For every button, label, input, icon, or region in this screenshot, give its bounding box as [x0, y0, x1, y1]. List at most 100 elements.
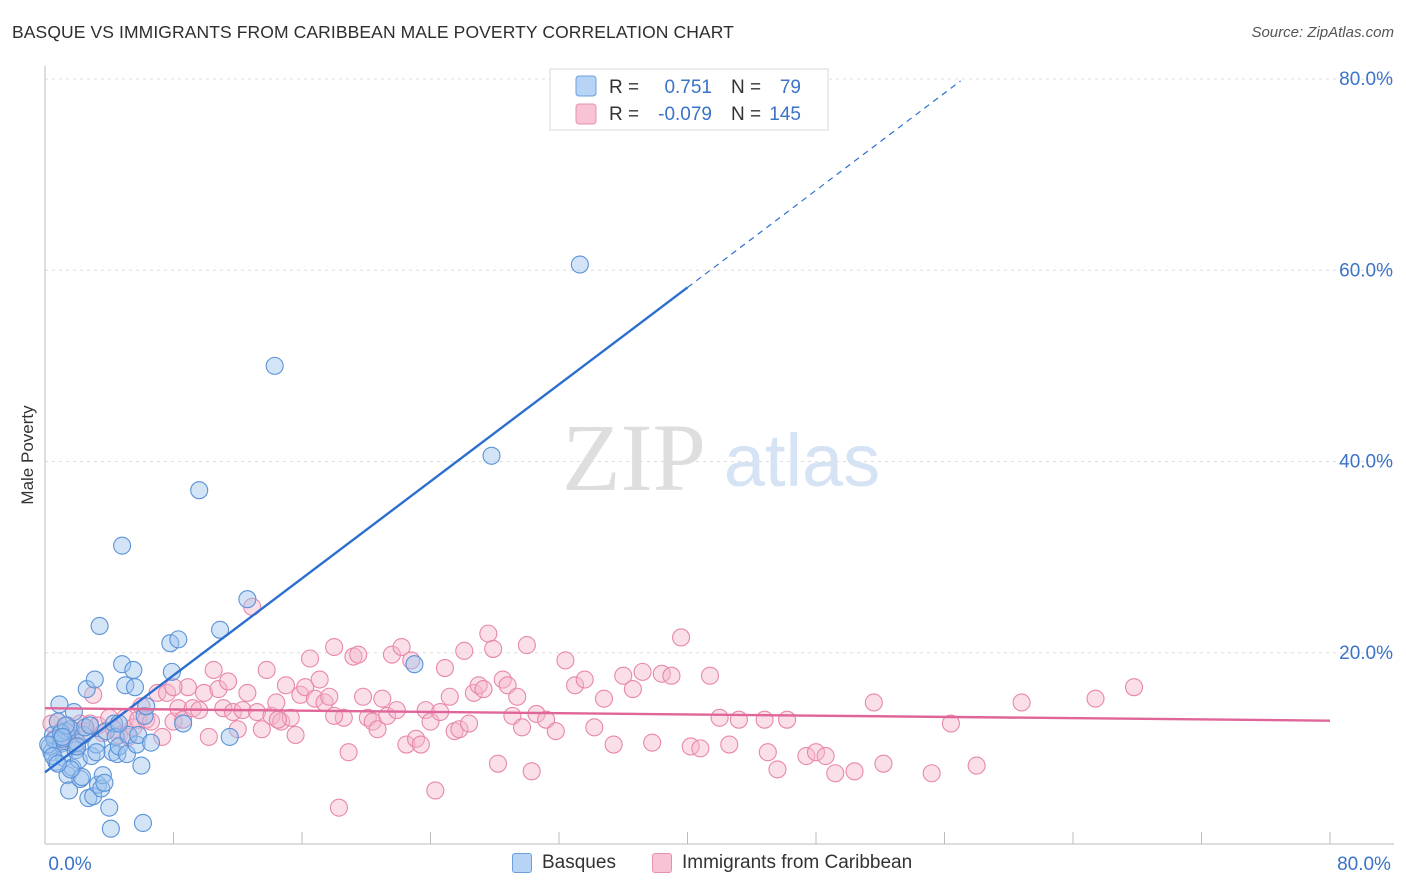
caribbean-point-114 — [633, 662, 652, 681]
caribbean-point-89 — [459, 714, 479, 733]
caribbean-point-144 — [755, 710, 774, 729]
legend-n-label-1: N = — [731, 77, 761, 98]
caribbean-point-141 — [268, 710, 287, 729]
caribbean-point-60 — [320, 687, 339, 706]
basques-point-49 — [125, 678, 144, 697]
caribbean-point-36 — [204, 660, 223, 680]
basques-point-64 — [265, 356, 284, 375]
caribbean-point-127 — [778, 710, 797, 729]
caribbean-point-136 — [941, 714, 960, 733]
caribbean-point-64 — [339, 743, 358, 762]
legend-bottom: Basques Immigrants from Caribbean — [0, 852, 1406, 878]
caribbean-point-109 — [585, 718, 604, 737]
caribbean-point-66 — [349, 645, 368, 664]
basques-point-34 — [95, 773, 114, 792]
basques-point-53 — [133, 813, 153, 833]
basques-trend-line — [44, 286, 689, 774]
caribbean-point-50 — [272, 712, 291, 731]
caribbean-point-92 — [474, 680, 493, 699]
basques-point-46 — [117, 745, 136, 764]
caribbean-point-75 — [392, 637, 411, 657]
basques-trend-extension — [687, 80, 961, 288]
basques-point-68 — [39, 735, 58, 754]
caribbean-point-38 — [214, 699, 233, 718]
legend-top: R = 0.751 N = 79 R = -0.079 N = 145 — [549, 68, 829, 131]
caribbean-point-43 — [238, 683, 257, 702]
caribbean-point-53 — [286, 725, 305, 745]
basques-point-44 — [113, 655, 132, 674]
caribbean-point-137 — [967, 756, 986, 775]
basques-point-39 — [105, 714, 124, 733]
caribbean-point-96 — [493, 670, 512, 689]
caribbean-point-73 — [382, 645, 402, 664]
caribbean-point-134 — [874, 754, 893, 773]
basques-point-61 — [190, 481, 209, 500]
caribbean-point-79 — [411, 735, 430, 754]
x-tick-label-min: 0.0% — [48, 854, 91, 875]
grid-layer — [45, 78, 1394, 654]
basques-point-75 — [53, 727, 72, 746]
caribbean-point-85 — [440, 687, 459, 706]
caribbean-point-110 — [594, 689, 614, 708]
caribbean-point-131 — [826, 764, 845, 783]
basques-point-31 — [90, 616, 109, 636]
caribbean-point-95 — [488, 754, 508, 773]
basques-point-55 — [137, 697, 156, 716]
basques-point-50 — [127, 735, 146, 754]
legend-blue-swatch — [575, 75, 597, 97]
caribbean-point-100 — [513, 718, 532, 737]
basques-point-43 — [113, 536, 132, 555]
basques-point-71 — [56, 716, 75, 735]
basques-point-62 — [211, 620, 230, 639]
legend-n-label-2: N = — [731, 104, 761, 125]
caribbean-point-35 — [199, 727, 218, 746]
series-caribbean-points — [42, 597, 1144, 817]
caribbean-point-37 — [209, 680, 228, 699]
series-basques-points — [39, 255, 589, 838]
basques-point-56 — [141, 733, 161, 752]
caribbean-point-117 — [662, 666, 681, 685]
legend-caribbean-swatch — [652, 853, 672, 873]
basques-point-58 — [162, 662, 181, 681]
caribbean-point-121 — [700, 666, 720, 685]
watermark-atlas: atlas — [724, 419, 880, 502]
basques-point-76 — [87, 743, 106, 762]
caribbean-point-71 — [373, 689, 392, 708]
caribbean-point-34 — [194, 683, 214, 702]
caribbean-point-120 — [691, 739, 710, 758]
caribbean-point-143 — [164, 678, 183, 697]
caribbean-point-108 — [575, 670, 594, 689]
legend-item-caribbean[interactable]: Immigrants from Caribbean — [652, 852, 912, 874]
caribbean-point-107 — [566, 676, 585, 695]
caribbean-point-47 — [257, 660, 276, 680]
caribbean-point-26 — [153, 727, 172, 746]
caribbean-point-94 — [484, 639, 503, 658]
caribbean-point-46 — [252, 720, 271, 739]
caribbean-point-62 — [329, 798, 348, 817]
caribbean-point-74 — [387, 701, 406, 720]
caribbean-point-78 — [406, 729, 426, 748]
basques-point-41 — [108, 745, 127, 764]
basques-point-48 — [124, 660, 143, 680]
caribbean-point-132 — [845, 762, 864, 781]
caribbean-point-129 — [806, 743, 826, 762]
legend-r-value-2: -0.079 — [658, 104, 712, 125]
caribbean-point-88 — [455, 641, 474, 660]
legend-item-basques[interactable]: Basques — [512, 852, 616, 874]
caribbean-point-105 — [546, 722, 565, 741]
caribbean-point-76 — [397, 735, 416, 754]
legend-r-label-2: R = — [609, 104, 639, 125]
caribbean-point-123 — [720, 735, 739, 754]
legend-n-value-2: 145 — [769, 104, 801, 125]
caribbean-point-106 — [556, 651, 575, 670]
basques-point-36 — [100, 798, 119, 817]
trend-lines — [44, 80, 1331, 774]
basques-point-60 — [174, 714, 193, 733]
caribbean-point-51 — [276, 676, 295, 695]
caribbean-point-56 — [300, 649, 320, 668]
caribbean-point-70 — [368, 720, 387, 739]
caribbean-point-125 — [758, 743, 777, 762]
legend-r-label-1: R = — [609, 77, 639, 98]
caribbean-point-139 — [1086, 689, 1105, 708]
caribbean-point-31 — [178, 678, 198, 697]
